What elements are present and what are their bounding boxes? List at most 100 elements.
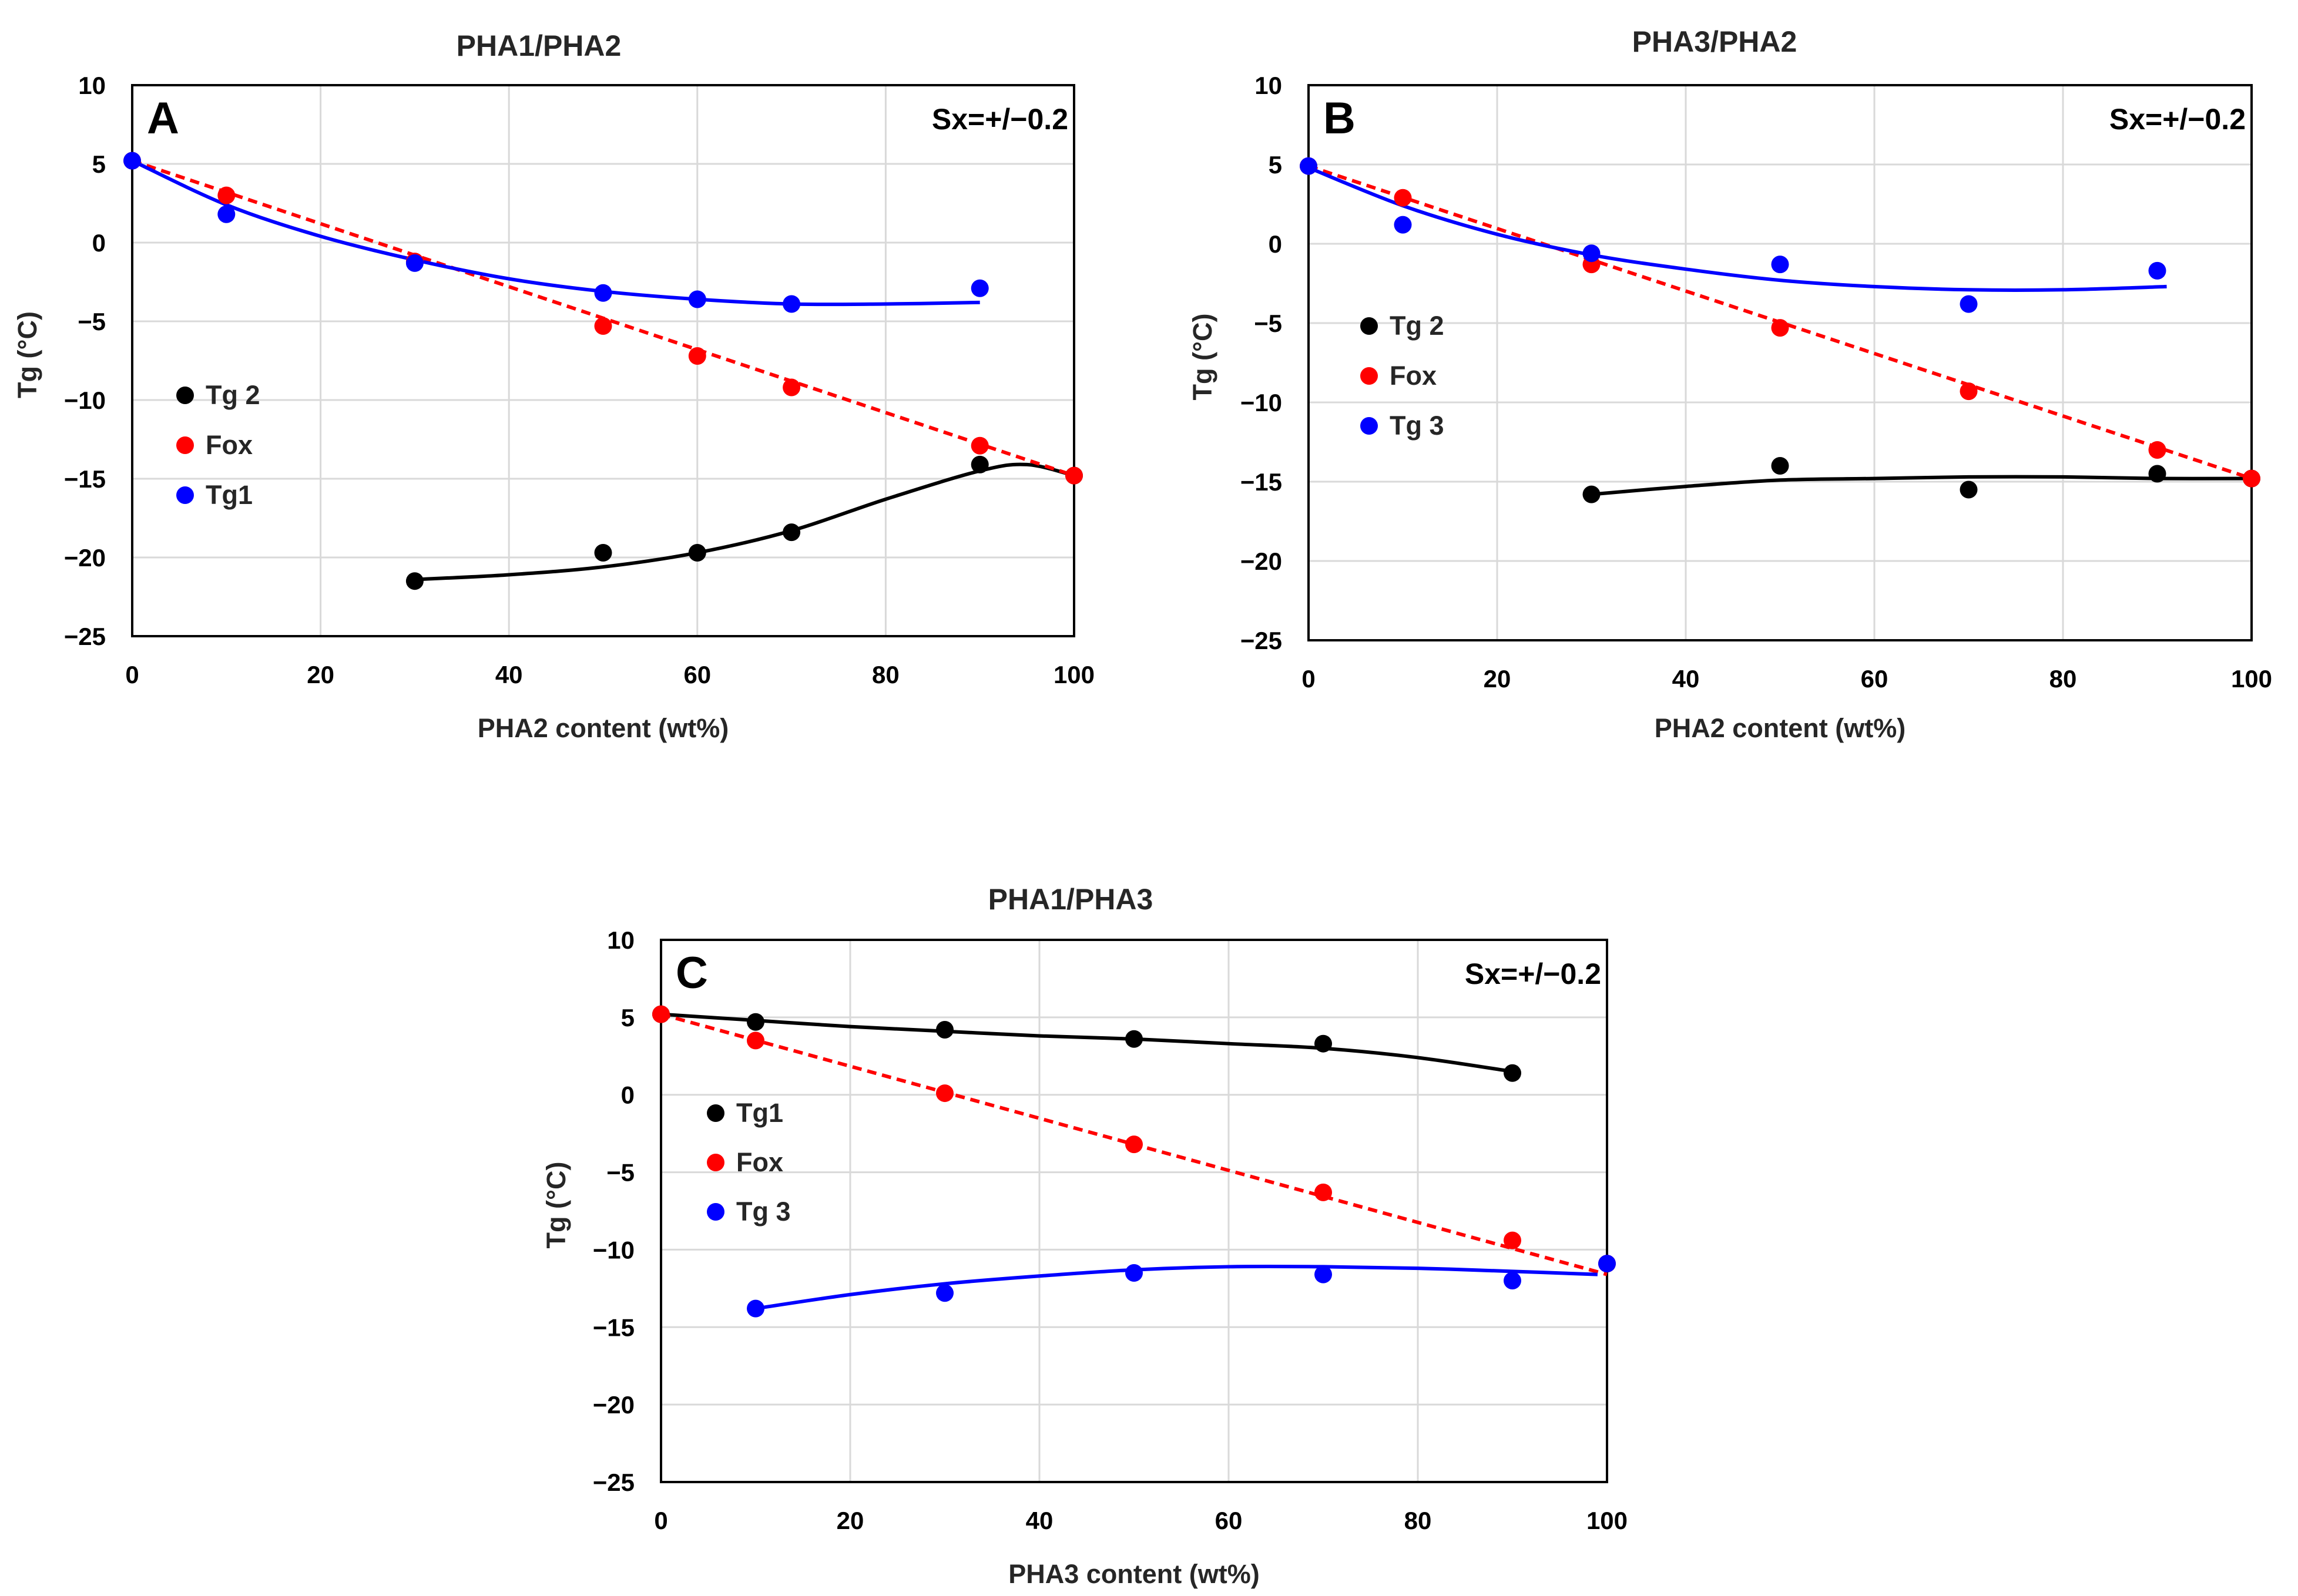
- data-point-tg1: [971, 279, 989, 297]
- data-point-tg-3: [1314, 1265, 1332, 1283]
- y-tick-label: 10: [607, 926, 635, 954]
- data-point-fox: [688, 347, 706, 365]
- legend-entry: Fox: [206, 430, 253, 460]
- chart-title: PHA1/PHA3: [988, 883, 1153, 916]
- data-point-tg1: [936, 1020, 954, 1039]
- y-tick-label: −20: [1240, 547, 1282, 575]
- legend-marker: [1360, 417, 1378, 435]
- x-tick-label: 100: [1586, 1507, 1628, 1534]
- data-point-fox: [2148, 441, 2166, 459]
- sx-annotation: Sx=+/−0.2: [1465, 957, 1601, 990]
- data-point-tg-3: [2148, 261, 2166, 280]
- data-point-tg-3: [1582, 244, 1601, 263]
- data-point-fox: [1314, 1183, 1332, 1201]
- x-tick-label: 40: [1026, 1507, 1054, 1534]
- data-point-fox: [1504, 1231, 1521, 1249]
- y-tick-label: −20: [593, 1391, 635, 1419]
- data-point-tg-2: [594, 543, 612, 562]
- y-tick-label: 5: [1269, 151, 1282, 179]
- data-point-tg-3: [1394, 216, 1412, 234]
- x-tick-label: 20: [1484, 665, 1511, 693]
- data-point-tg-3: [1598, 1255, 1616, 1273]
- x-tick-label: 60: [683, 661, 711, 688]
- data-point-fox: [1771, 319, 1789, 337]
- y-tick-label: 10: [1254, 72, 1282, 99]
- legend-marker: [176, 436, 194, 454]
- data-point-tg1: [688, 290, 706, 308]
- x-axis-label: PHA2 content (wt%): [478, 713, 729, 743]
- sx-annotation: Sx=+/−0.2: [932, 103, 1068, 136]
- y-tick-label: −10: [1240, 389, 1282, 416]
- y-tick-label: −5: [1254, 310, 1282, 337]
- y-tick-label: 10: [78, 72, 106, 99]
- x-tick-label: 80: [2049, 665, 2077, 693]
- x-tick-label: 40: [1672, 665, 1700, 693]
- legend-entry: Tg1: [736, 1098, 783, 1128]
- data-point-fox: [783, 378, 801, 397]
- x-tick-label: 40: [495, 661, 523, 688]
- x-axis-label: PHA2 content (wt%): [1655, 713, 1906, 743]
- data-point-tg-2: [688, 543, 706, 562]
- data-point-fox: [1125, 1135, 1143, 1154]
- fit-line-tg1: [131, 159, 980, 307]
- legend-marker: [176, 387, 194, 404]
- data-point-tg-2: [971, 455, 989, 473]
- y-tick-label: −20: [64, 544, 106, 572]
- data-point-fox: [747, 1031, 764, 1050]
- y-tick-label: 0: [1269, 230, 1282, 258]
- chart-panel-b: 0 20 40 60 80 100 10 5 0 −5 −10 −15 −20 −25 PHA2 conte…: [1187, 25, 2272, 743]
- legend-entry: Tg 2: [206, 380, 260, 410]
- sx-annotation: Sx=+/−0.2: [2109, 103, 2246, 136]
- data-point-tg-3: [1960, 295, 1978, 313]
- data-point-fox: [1065, 466, 1083, 485]
- data-point-tg-2: [783, 523, 801, 542]
- y-axis-label: Tg (°C): [12, 311, 42, 398]
- x-axis-label: PHA3 content (wt%): [1008, 1559, 1260, 1589]
- data-point-tg-3: [1504, 1272, 1521, 1290]
- legend-entry: Tg 3: [1390, 411, 1444, 441]
- x-tick-label: 0: [1301, 665, 1315, 693]
- data-point-tg-2: [1960, 481, 1978, 499]
- y-tick-label: −25: [1240, 627, 1282, 654]
- data-point-fox: [1960, 382, 1978, 401]
- x-tick-label: 100: [2231, 665, 2272, 693]
- fit-line-tg-2: [1591, 475, 2252, 496]
- data-point-tg-2: [1582, 485, 1601, 503]
- data-point-tg-2: [405, 572, 424, 590]
- chart-title: PHA3/PHA2: [1632, 25, 1797, 58]
- x-tick-label: 80: [1404, 1507, 1432, 1534]
- data-point-tg1: [217, 205, 236, 223]
- data-point-tg1: [1314, 1034, 1332, 1053]
- data-point-fox: [936, 1084, 954, 1103]
- plot-frame: [1307, 84, 2253, 641]
- data-point-tg-3: [1300, 157, 1317, 175]
- x-tick-label: 100: [1054, 661, 1095, 688]
- data-point-tg1: [783, 295, 801, 313]
- data-point-tg1: [594, 284, 612, 302]
- data-point-tg1: [1504, 1064, 1521, 1082]
- x-tick-label: 0: [125, 661, 139, 688]
- y-tick-label: −15: [593, 1313, 635, 1341]
- x-tick-label: 20: [307, 661, 334, 688]
- plot-frame: [131, 84, 1075, 637]
- y-tick-label: −5: [606, 1159, 635, 1187]
- panel-letter: C: [676, 948, 708, 998]
- data-point-tg-3: [747, 1299, 764, 1318]
- data-point-tg1: [123, 152, 141, 170]
- legend-marker: [707, 1104, 724, 1122]
- y-tick-label: 5: [621, 1004, 635, 1031]
- legend-entry: Tg 2: [1390, 311, 1444, 341]
- data-point-tg-2: [2148, 465, 2166, 483]
- plot-frame: [660, 939, 1608, 1483]
- y-tick-label: 0: [621, 1081, 635, 1109]
- legend-entry: Fox: [736, 1147, 783, 1177]
- x-tick-label: 20: [837, 1507, 864, 1534]
- y-tick-label: −10: [64, 387, 106, 414]
- data-point-tg1: [1125, 1030, 1143, 1048]
- legend-entry: Tg1: [206, 480, 253, 510]
- legend-entry: Fox: [1390, 361, 1437, 391]
- y-tick-label: −15: [1240, 468, 1282, 496]
- data-point-fox: [1394, 189, 1412, 207]
- y-axis-label: Tg (°C): [541, 1162, 571, 1249]
- data-point-fox: [217, 186, 236, 204]
